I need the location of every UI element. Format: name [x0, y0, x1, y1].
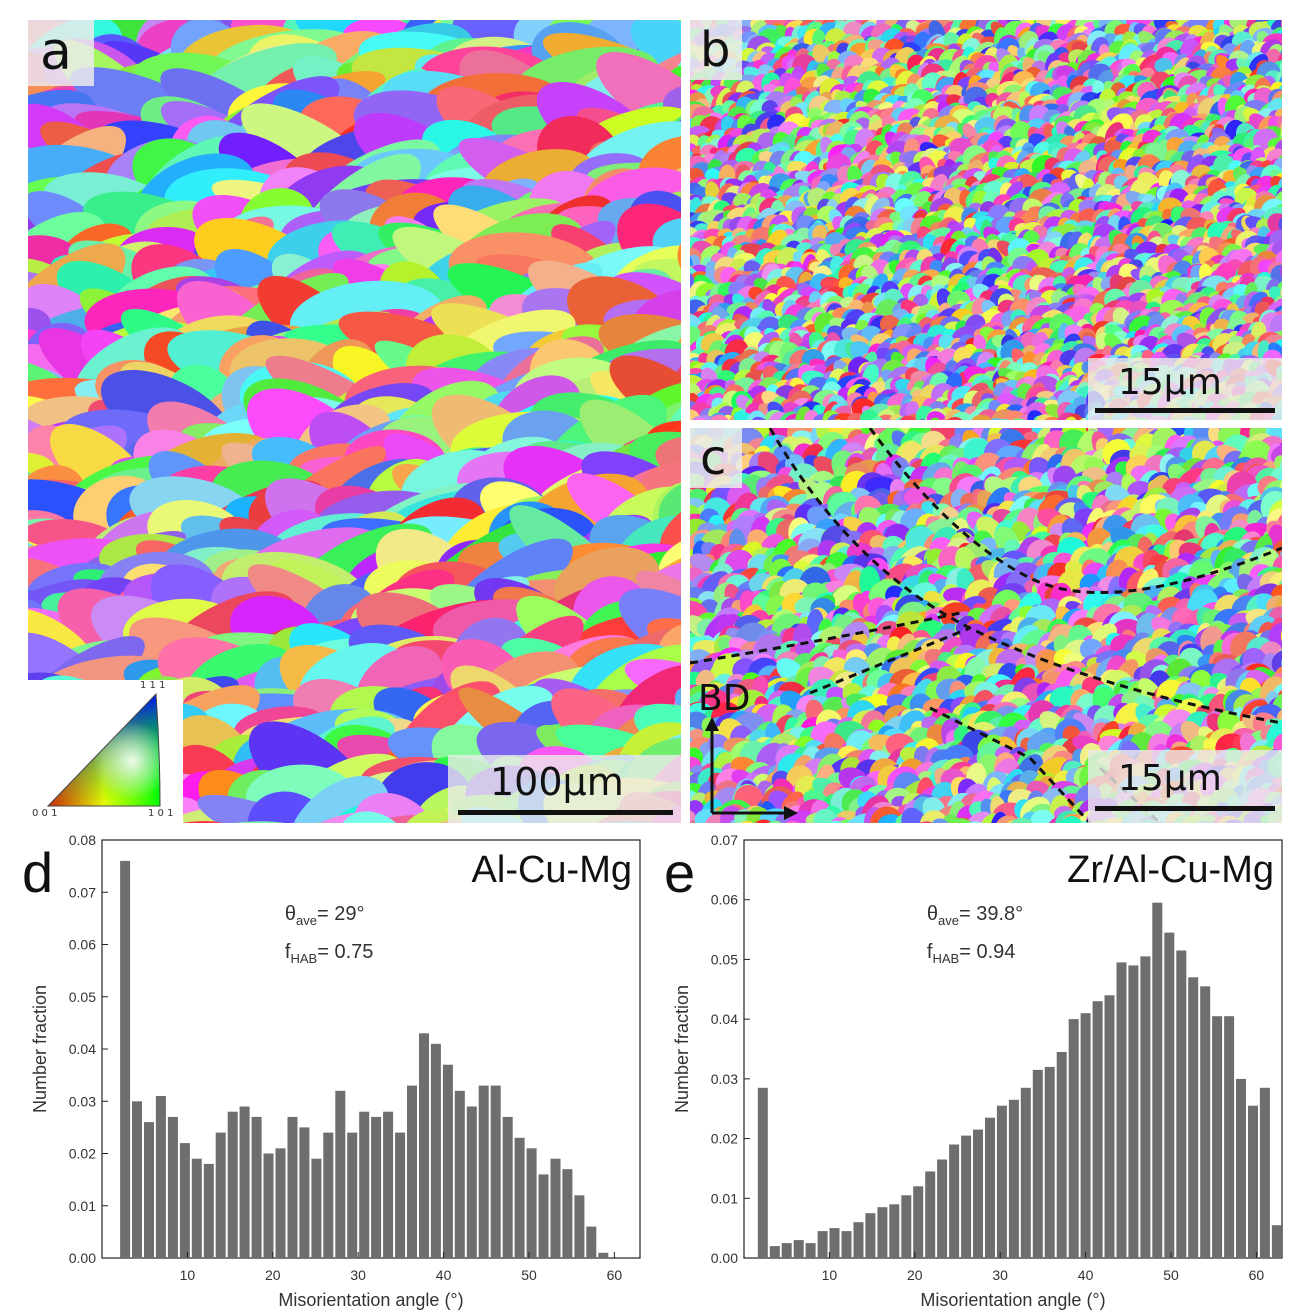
scalebar-label-b: 15μm: [1118, 362, 1222, 403]
panel-letter-box: [28, 20, 94, 86]
grain: [197, 794, 343, 823]
ipf-color-key: 1 1 1 0 0 1 1 0 1: [28, 680, 183, 823]
grain: [1154, 57, 1173, 74]
grain: [812, 224, 828, 242]
grain: [690, 134, 700, 148]
ipf-triangle-icon: [46, 692, 161, 807]
ebsd-map-a: a 1 1 1: [28, 20, 681, 823]
panel-letter-a: a: [40, 22, 72, 82]
scalebar-label-a: 100μm: [490, 760, 624, 804]
grain: [624, 658, 681, 712]
grain: [635, 570, 681, 650]
ipf-label-001: 0 0 1: [32, 808, 58, 819]
grain: [596, 52, 681, 148]
ipf-label-111: 1 1 1: [140, 680, 166, 691]
grain: [618, 588, 681, 675]
panel-letter-b: b: [700, 22, 731, 78]
ebsd-map-b: b 15μm: [690, 20, 1282, 420]
ebsd-map-c: c BD 15μm: [690, 428, 1282, 823]
scalebar-b: [1095, 408, 1275, 413]
ipf-label-101: 1 0 1: [148, 808, 174, 819]
grain: [634, 703, 681, 770]
grain: [829, 243, 843, 257]
grain: [630, 20, 681, 103]
scalebar-a: [458, 810, 673, 815]
